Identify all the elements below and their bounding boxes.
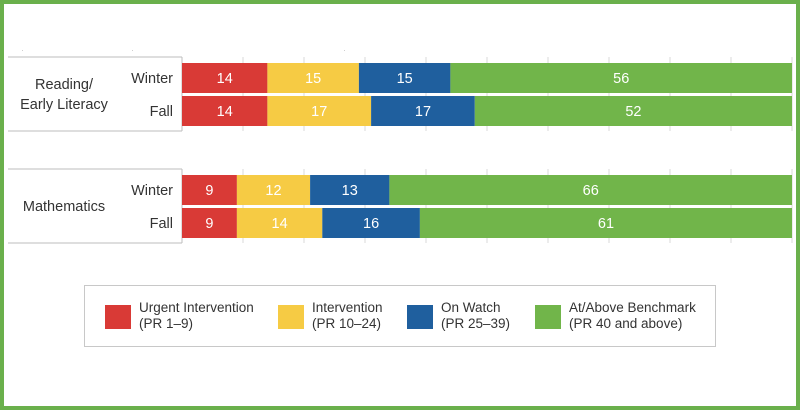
bar-segment: [182, 96, 268, 126]
group-label: Mathematics: [23, 199, 105, 215]
legend-label-intervention: Intervention: [312, 300, 383, 315]
legend-range-intervention: (PR 10–24): [312, 316, 382, 331]
bar-value-label: 56: [613, 71, 629, 87]
header-dot: [132, 50, 133, 51]
bar-value-label: 14: [217, 71, 233, 87]
bar-value-label: 15: [397, 71, 413, 87]
season-label: Winter: [131, 71, 173, 87]
header-dot: [344, 50, 345, 51]
bar-segment: [419, 208, 792, 238]
legend: Urgent Intervention (PR 1–9) Interventio…: [84, 285, 716, 347]
bar-segment: [267, 96, 372, 126]
season-label: Winter: [131, 183, 173, 199]
bar-value-label: 9: [205, 216, 213, 232]
bar-segment: [182, 63, 268, 93]
group-label: Early Literacy: [20, 97, 109, 113]
bar-value-label: 13: [342, 183, 358, 199]
legend-label-at-above: At/Above Benchmark: [569, 300, 696, 315]
bar-segment: [450, 63, 792, 93]
bar-segment: [182, 175, 237, 205]
bar-segment: [371, 96, 475, 126]
stacked-bar-chart: Reading/Early Literacy Winter 14 15 15 56 Fall…: [8, 50, 793, 244]
legend-range-at-above: (PR 40 and above): [569, 316, 683, 331]
header-dot: [22, 50, 23, 51]
bar-segment: [474, 96, 792, 126]
legend-swatch-urgent: [105, 305, 131, 329]
bar-segment: [322, 208, 420, 238]
bar-value-label: 14: [272, 216, 288, 232]
legend-swatch-at-above: [535, 305, 561, 329]
bar-segment: [358, 63, 451, 93]
bar-segment: [236, 208, 323, 238]
bar-value-label: 66: [583, 183, 599, 199]
bar-value-label: 12: [265, 183, 281, 199]
bar-segment: [182, 208, 237, 238]
bar-segment: [267, 63, 359, 93]
bar-segment: [236, 175, 311, 205]
legend-swatch-intervention: [278, 305, 304, 329]
bar-segment: [389, 175, 792, 205]
bar-value-label: 15: [305, 71, 321, 87]
legend-range-urgent: (PR 1–9): [139, 316, 194, 331]
bar-value-label: 16: [363, 216, 379, 232]
bar-value-label: 17: [311, 104, 327, 120]
group-label: Reading/: [35, 77, 94, 93]
bar-value-label: 9: [205, 183, 213, 199]
season-label: Fall: [150, 104, 173, 120]
bar-value-label: 14: [217, 104, 233, 120]
legend-label-on-watch: On Watch: [441, 300, 501, 315]
bar-value-label: 61: [598, 216, 614, 232]
legend-swatch-on-watch: [407, 305, 433, 329]
bar-value-label: 17: [415, 104, 431, 120]
legend-range-on-watch: (PR 25–39): [441, 316, 511, 331]
legend-label-urgent: Urgent Intervention: [139, 300, 254, 315]
bar-value-label: 52: [625, 104, 641, 120]
bar-segment: [310, 175, 390, 205]
season-label: Fall: [150, 216, 173, 232]
